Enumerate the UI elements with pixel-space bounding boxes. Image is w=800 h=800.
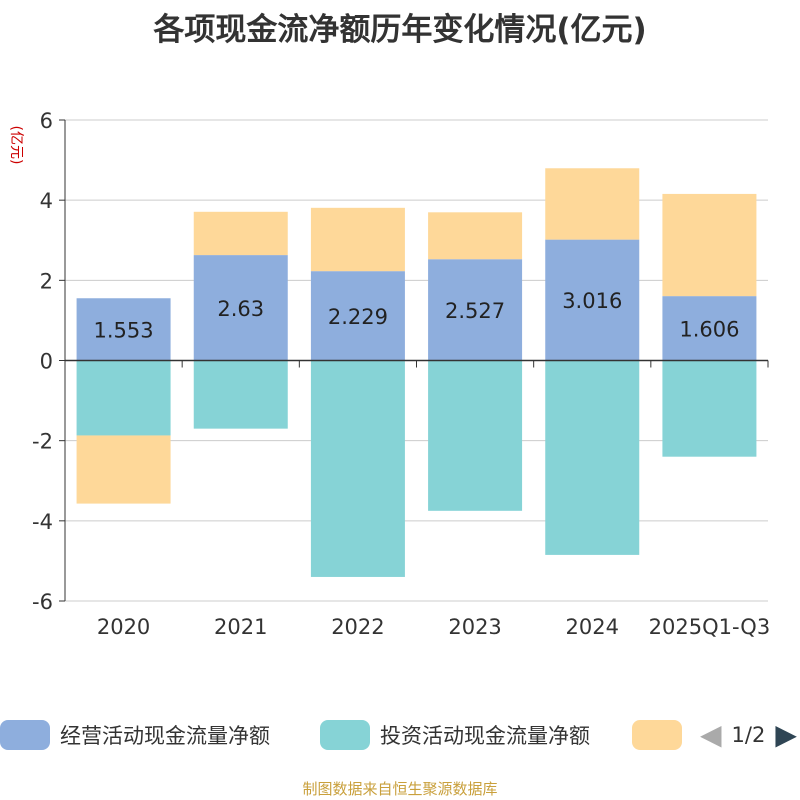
bar-investing [662, 360, 757, 457]
x-tick-label: 2021 [214, 615, 267, 639]
bar-operating [310, 271, 405, 361]
x-tick-label: 2022 [331, 615, 384, 639]
bar-operating [545, 239, 640, 361]
next-page-icon[interactable]: ▶ [775, 718, 797, 751]
legend-pager: ◀ 1/2 ▶ [700, 713, 797, 757]
legend-page-indicator: 1/2 [731, 723, 766, 747]
x-tick-label: 2025Q1-Q3 [649, 615, 771, 639]
prev-page-icon[interactable]: ◀ [700, 718, 722, 751]
y-tick-label: 2 [40, 269, 53, 293]
legend-item-operating[interactable]: 经营活动现金流量净额 [0, 713, 270, 757]
chart-title: 各项现金流净额历年变化情况(亿元) [153, 12, 647, 48]
legend-item-financing[interactable] [632, 713, 682, 757]
legend-label-operating: 经营活动现金流量净额 [60, 724, 270, 748]
y-tick-label: -4 [32, 510, 53, 534]
legend-swatch-operating [0, 720, 50, 750]
bar-operating [76, 298, 171, 361]
x-tick-label: 2024 [566, 615, 619, 639]
bar-financing [76, 435, 171, 504]
data-source-note: 制图数据来自恒生聚源数据库 [302, 780, 498, 798]
y-tick-label: -6 [32, 590, 53, 614]
data-label: 2.63 [217, 297, 264, 321]
bar-investing [76, 360, 171, 436]
y-tick-label: 4 [40, 189, 53, 213]
data-label: 2.527 [445, 299, 505, 323]
data-label: 2.229 [328, 305, 388, 329]
y-tick-label: 6 [40, 109, 53, 133]
y-tick-label: -2 [32, 430, 53, 454]
bar-operating [662, 296, 757, 361]
bar-operating [428, 259, 523, 361]
bar-investing [428, 360, 523, 511]
legend-label-investing: 投资活动现金流量净额 [380, 724, 590, 748]
data-label: 3.016 [562, 289, 622, 313]
bar-financing [545, 168, 640, 240]
bar-investing [310, 360, 405, 577]
bar-financing [310, 207, 405, 272]
data-label: 1.553 [94, 318, 154, 342]
chart-area: -6 -4 -2 0 2 4 6 1.553 2.63 2.229 2.527 3.016 1.606 2… [8, 109, 771, 639]
legend-swatch-investing [320, 720, 370, 750]
x-tick-label: 2020 [97, 615, 150, 639]
bar-financing [428, 212, 523, 260]
bar-financing [193, 211, 288, 256]
legend: 经营活动现金流量净额 投资活动现金流量净额 ◀ 1/2 ▶ [0, 713, 800, 757]
legend-item-investing[interactable]: 投资活动现金流量净额 [320, 713, 590, 757]
bar-investing [193, 360, 288, 429]
y-axis-unit-label: (亿元) [8, 126, 24, 165]
legend-swatch-financing [632, 720, 682, 750]
bar-investing [545, 360, 640, 555]
x-tick-label: 2023 [448, 615, 501, 639]
bar-operating [193, 255, 288, 361]
y-tick-label: 0 [40, 350, 53, 374]
data-label: 1.606 [679, 317, 739, 341]
bar-financing [662, 193, 757, 297]
